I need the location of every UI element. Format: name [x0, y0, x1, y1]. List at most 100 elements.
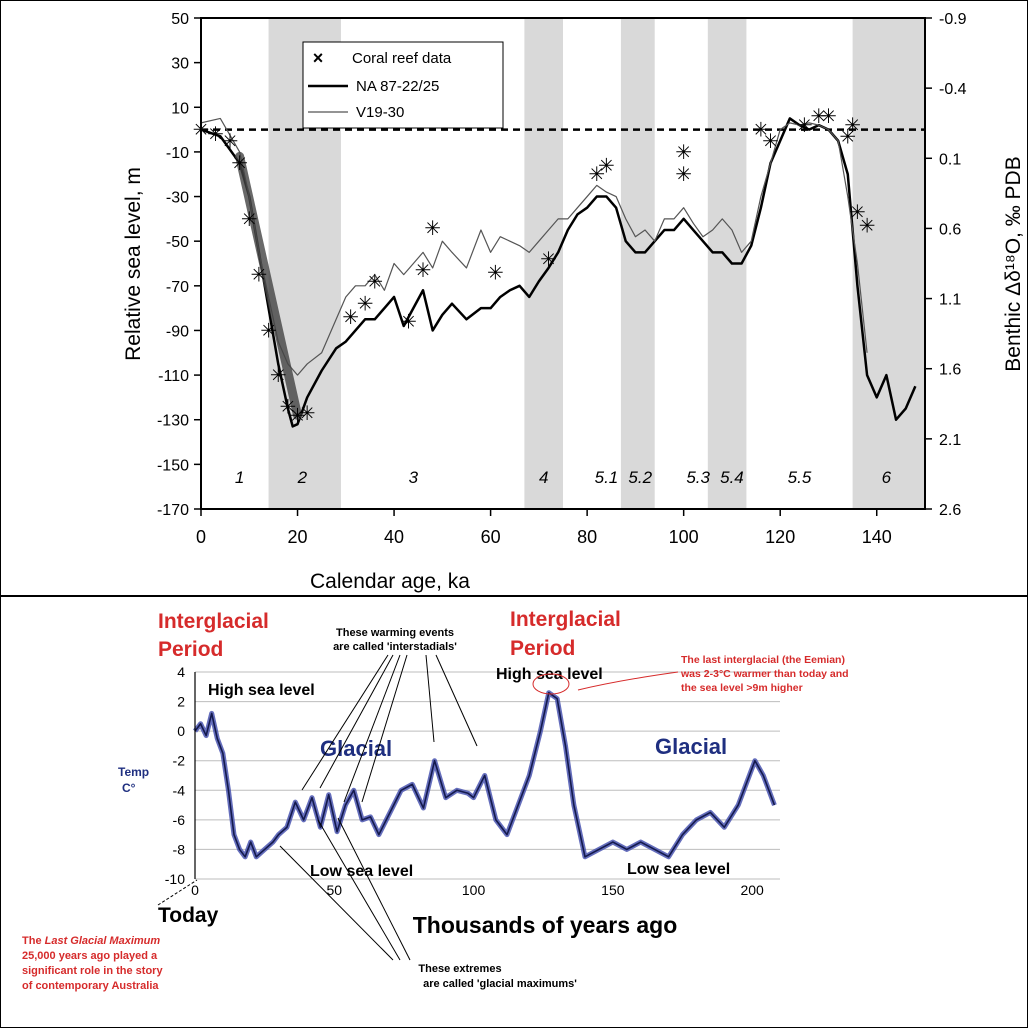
y2-tick-label: 2.6 [939, 502, 961, 519]
coral-reef-marker: ✳ [844, 115, 861, 137]
stage-labels: 1 2 3 4 5.1 5.2 5.3 5.4 5.5 6 [235, 468, 892, 487]
stage-label: 1 [235, 468, 244, 487]
interstadials-line2: are called 'interstadials' [333, 641, 457, 653]
y-tick-label: -70 [166, 279, 189, 296]
coral-reef-marker: ✳ [260, 320, 277, 342]
x-tick-label: 20 [288, 527, 308, 547]
coral-reef-marker: ✳ [415, 260, 432, 282]
lgm-line3: significant role in the story [22, 965, 163, 977]
top-ylabel: Relative sea level, m [122, 167, 145, 361]
stage-band [852, 18, 925, 509]
top-series [200, 117, 917, 428]
bottom-y-tick-label: -6 [173, 812, 186, 828]
y2-tick-label: 0.6 [939, 221, 961, 238]
bottom-y-tick-label: -4 [173, 782, 186, 798]
bottom-ylabel-unit: C° [122, 781, 136, 795]
x-tick-label: 40 [384, 527, 404, 547]
coral-reef-marker: ✳ [849, 202, 866, 224]
x-tick-label: 120 [765, 527, 795, 547]
extremes-line2: are called 'glacial maximums' [423, 978, 577, 990]
legend-coral-label: Coral reef data [352, 50, 452, 67]
stage-label: 5.4 [720, 468, 744, 487]
y-tick-label: 10 [171, 100, 189, 117]
lgm-line4: of contemporary Australia [22, 980, 159, 992]
top-legend: × Coral reef data NA 87-22/25 V19-30 [302, 41, 504, 129]
y-tick-label: -30 [166, 190, 189, 207]
temperature-chart: 4 2 0 -2 -4 -6 -8 -10 0 50 100 150 200 Thousands of … [22, 608, 849, 992]
stage-label: 2 [297, 468, 308, 487]
x-tick-label: 60 [481, 527, 501, 547]
deglaciation-coral-cluster [235, 151, 303, 420]
coral-reef-marker: ✳ [207, 124, 224, 146]
y2-tick-label: -0.4 [939, 81, 967, 98]
high-sea-1: High sea level [208, 682, 315, 699]
coral-reef-marker: ✳ [839, 126, 856, 148]
x-tick-label: 100 [669, 527, 699, 547]
legend-v19-label: V19-30 [356, 104, 404, 121]
coral-markers: ✳✳✳✳✳✳✳✳✳✳✳✳✳✳✳✳✳✳✳✳✳✳✳✳✳✳✳✳✳✳✳✳ [193, 106, 876, 427]
coral-reef-marker: ✳ [859, 216, 876, 238]
coral-reef-marker: ✳ [279, 396, 296, 418]
coral-reef-marker: ✳ [241, 209, 258, 231]
interglacial-2-line1: Interglacial [510, 608, 621, 631]
top-xlabel: Calendar age, ka [310, 570, 470, 593]
coral-reef-marker: ✳ [540, 249, 557, 271]
coral-reef-marker: ✳ [251, 265, 268, 287]
glacial-2: Glacial [655, 734, 727, 759]
bottom-x-tick-label: 100 [462, 882, 486, 898]
x-tick-label: 140 [862, 527, 892, 547]
coral-reef-marker: ✳ [588, 164, 605, 186]
coral-reef-marker: ✳ [820, 106, 837, 128]
coral-reef-marker: ✳ [598, 155, 615, 177]
stage-label: 5.1 [595, 468, 619, 487]
bottom-xlabel: Thousands of years ago [413, 912, 678, 938]
bottom-y-tick-label: -8 [173, 841, 186, 857]
sea-level-chart: 0 20 40 60 80 100 120 140 50 30 10 -10 -30 -50 -70 -90 -… [122, 11, 1025, 593]
legend-coral-marker: × [313, 48, 324, 68]
stage-label: 5.3 [686, 468, 710, 487]
series-na-87-22-25 [200, 117, 917, 428]
bottom-x-tick-label: 200 [740, 882, 764, 898]
interstadials-line1: These warming events [336, 627, 454, 639]
coral-reef-marker: ✳ [796, 115, 813, 137]
coral-reef-marker: ✳ [222, 131, 239, 153]
coral-reef-marker: ✳ [424, 218, 441, 240]
stage-label: 6 [882, 468, 892, 487]
low-sea-1: Low sea level [310, 863, 413, 880]
top-plot-frame [200, 17, 926, 510]
coral-reef-marker: ✳ [357, 294, 374, 316]
coral-reef-marker: ✳ [675, 142, 692, 164]
y-tick-label: -130 [157, 413, 189, 430]
bottom-x-tick-label: 50 [326, 882, 342, 898]
y2-tick-label: 0.1 [939, 151, 961, 168]
y2-tick-label: -0.9 [939, 11, 967, 28]
y2-tick-label: 1.6 [939, 362, 961, 379]
annotation-pointers [157, 654, 478, 961]
y-tick-label: -50 [166, 234, 189, 251]
stage-label: 4 [539, 468, 548, 487]
bottom-y-tick-label: -2 [173, 753, 186, 769]
top-axis-ticks: 0 20 40 60 80 100 120 140 50 30 10 -10 -30 -50 -70 -90 -… [157, 11, 967, 547]
bottom-x-tick-label: 150 [601, 882, 625, 898]
bottom-x-tick-label: 0 [191, 882, 199, 898]
stage-label: 5.5 [788, 468, 812, 487]
coral-reef-marker: ✳ [753, 120, 770, 142]
y-tick-label: -150 [157, 457, 189, 474]
stage-label: 5.2 [628, 468, 652, 487]
top-y2label: Benthic Δδ¹⁸O, ‰ PDB [1002, 156, 1025, 371]
eemian-line1: The last interglacial (the Eemian) [681, 654, 845, 666]
temperature-series [194, 691, 776, 858]
coral-reef-marker: ✳ [342, 307, 359, 329]
bottom-axis-ticks: 4 2 0 -2 -4 -6 -8 -10 0 50 100 150 200 [165, 664, 764, 898]
lgm-line2: 25,000 years ago played a [22, 950, 158, 962]
lgm-line1: The Last Glacial Maximum [22, 935, 160, 947]
bottom-y-tick-label: 0 [177, 723, 185, 739]
x-tick-label: 0 [196, 527, 206, 547]
interglacial-1-line2: Period [158, 638, 223, 661]
extremes-line1: These extremes [418, 963, 501, 975]
bottom-y-tick-label: 4 [177, 664, 185, 680]
bottom-ylabel-temp: Temp [118, 765, 149, 779]
bottom-y-tick-label: 2 [177, 694, 185, 710]
